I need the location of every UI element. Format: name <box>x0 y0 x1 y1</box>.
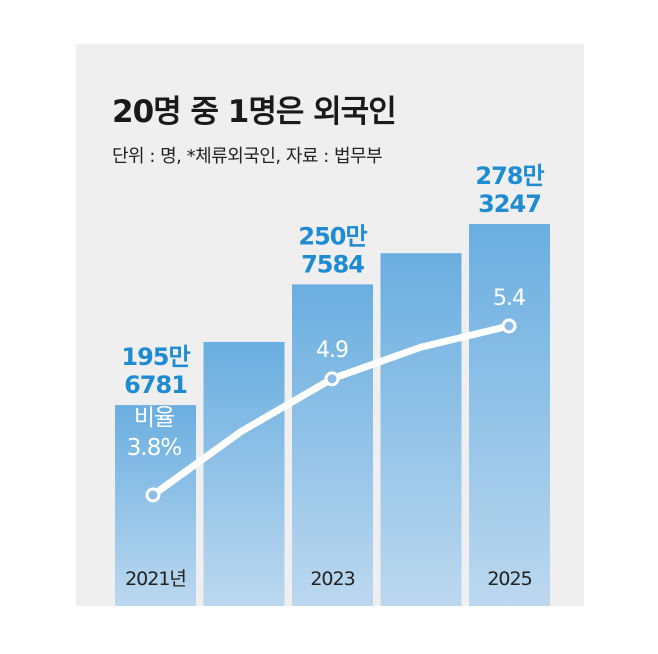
bar-value-label: 6781 <box>124 371 187 399</box>
ratio-value-label: 4.9 <box>316 338 348 363</box>
bar-value-label: 250만 <box>298 222 367 250</box>
bar-value-label: 3247 <box>478 190 541 218</box>
ratio-point <box>145 487 161 503</box>
ratio-point <box>501 318 517 334</box>
bar-value-label: 7584 <box>301 250 364 278</box>
x-tick-label: 2021년 <box>125 568 186 590</box>
bar-2024 <box>380 253 462 606</box>
chart-card: 20명 중 1명은 외국인 단위 : 명, *체류외국인, 자료 : 법무부 2… <box>76 44 584 606</box>
chart-subtitle: 단위 : 명, *체류외국인, 자료 : 법무부 <box>112 146 383 167</box>
ratio-value-label: 3.8% <box>127 435 182 461</box>
ratio-point <box>324 371 340 387</box>
x-tick-label: 2025 <box>487 568 531 590</box>
x-tick-label: 2023 <box>310 568 354 590</box>
chart-title: 20명 중 1명은 외국인 <box>112 94 397 130</box>
bar-2022 <box>203 341 285 606</box>
ratio-prefix-label: 비율 <box>134 405 174 431</box>
ratio-value-label: 5.4 <box>493 286 525 311</box>
bar-value-label: 195만 <box>121 343 190 371</box>
bar-2023 <box>292 284 373 606</box>
bar-value-label: 278만 <box>475 162 544 190</box>
bar-2021년 <box>115 405 196 606</box>
bar-2025 <box>469 224 550 606</box>
